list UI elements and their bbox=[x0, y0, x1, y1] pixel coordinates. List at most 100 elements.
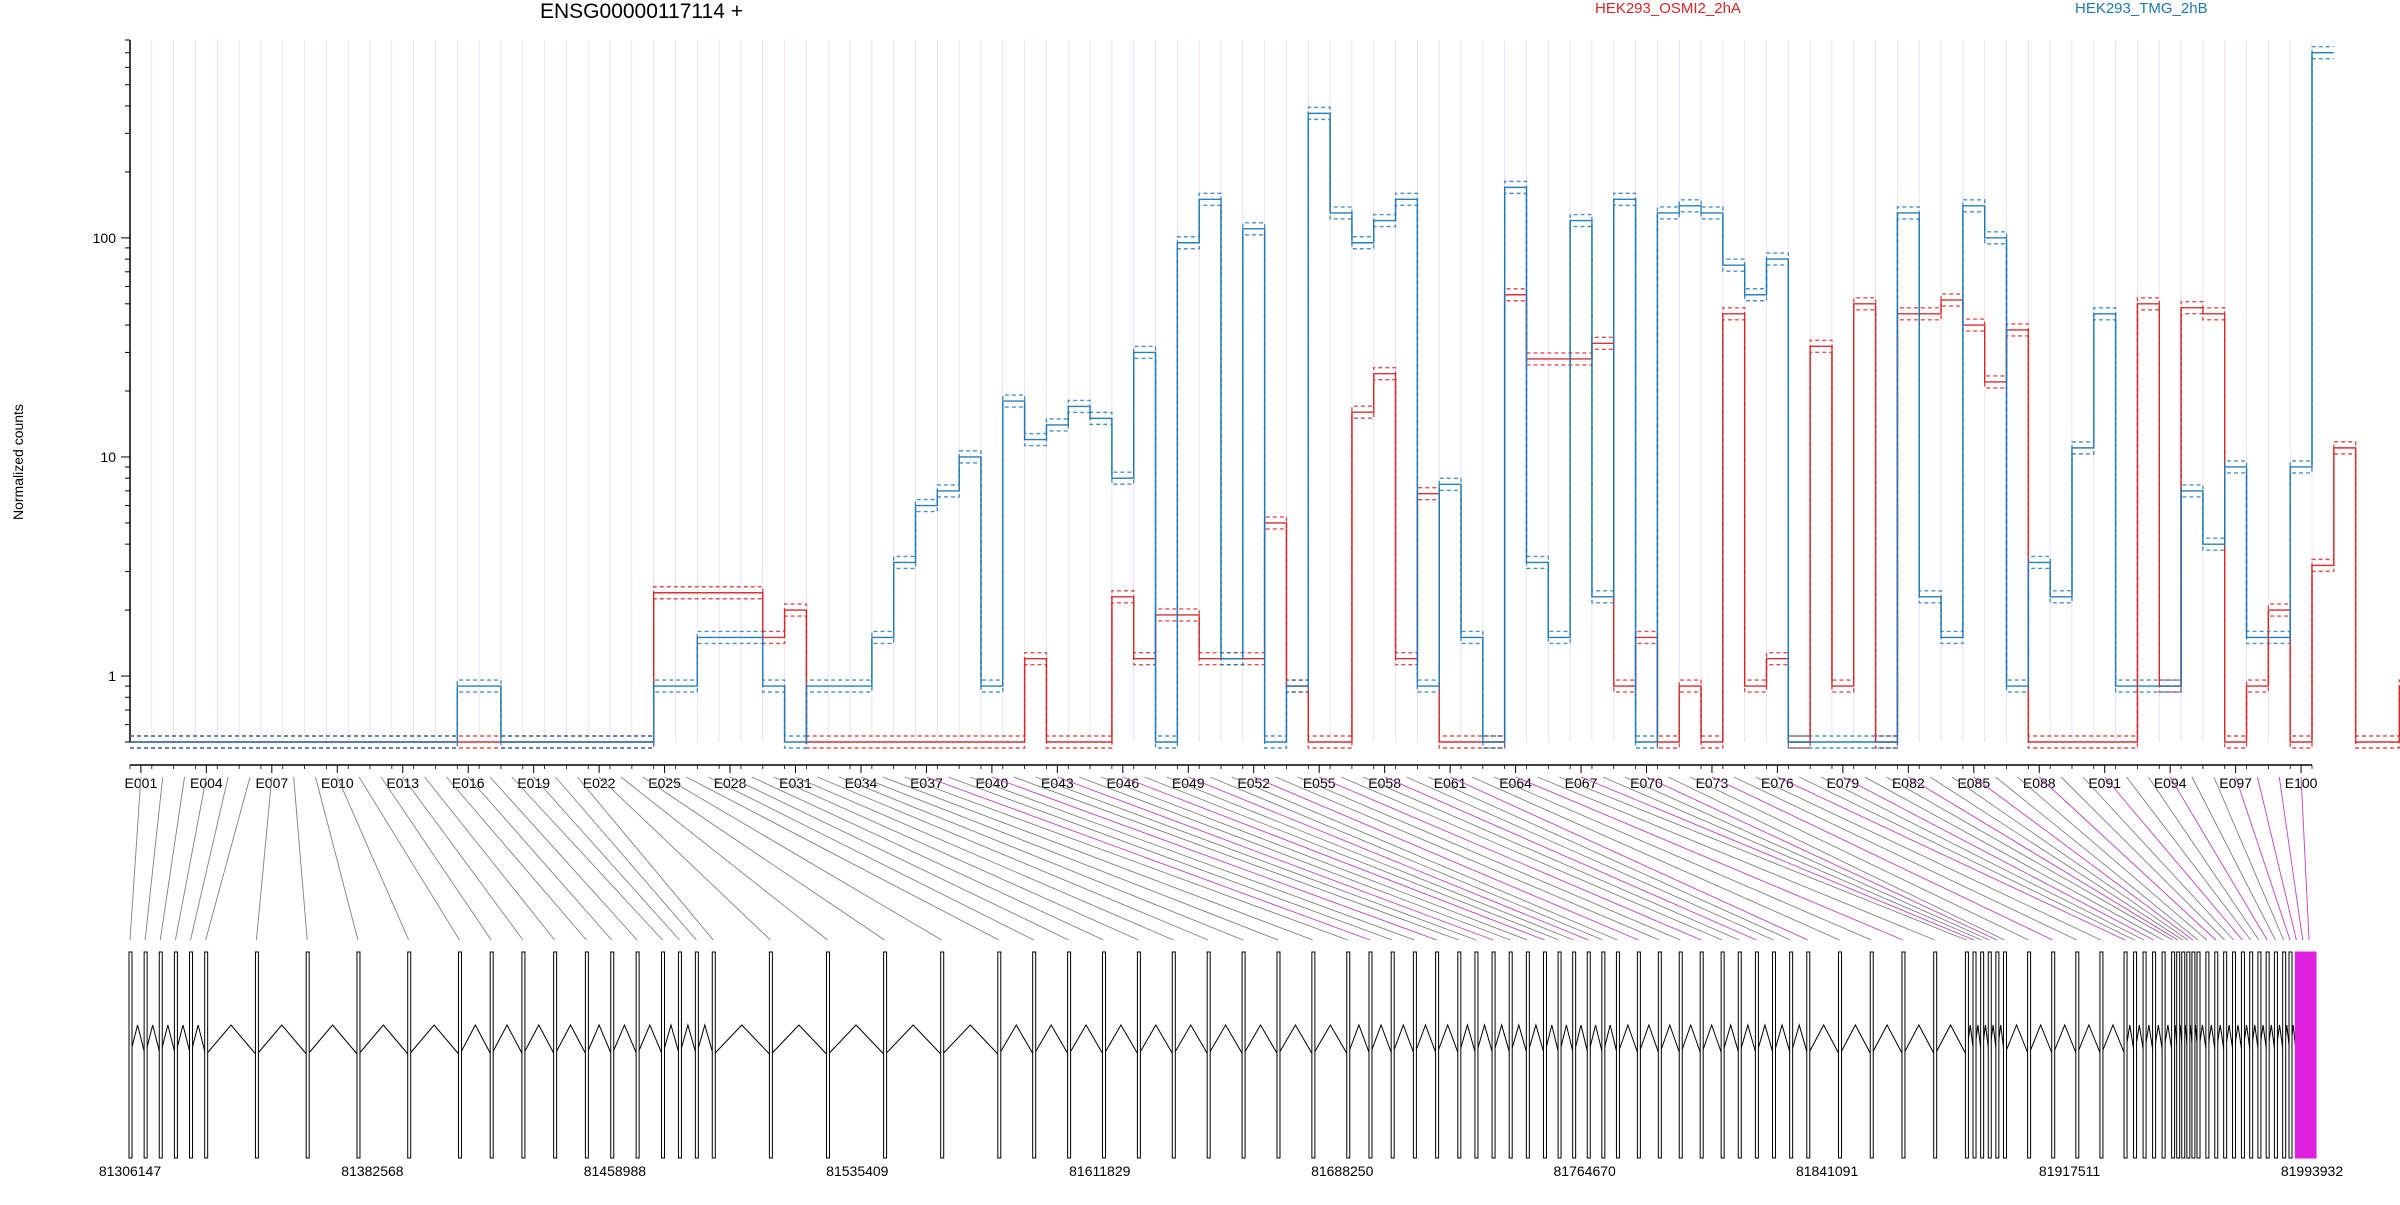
exon-box bbox=[2099, 951, 2104, 1159]
exon-box bbox=[1720, 951, 1725, 1159]
intron-line bbox=[1033, 1024, 1070, 1056]
exon-connector bbox=[1929, 776, 2184, 941]
y-tick-label: 100 bbox=[93, 230, 117, 246]
intron-line bbox=[998, 1024, 1035, 1056]
exon-connector bbox=[1122, 776, 1545, 941]
exon-connector bbox=[1951, 776, 2189, 941]
exon-box bbox=[2075, 951, 2080, 1159]
exon-box bbox=[1754, 951, 1759, 1159]
exon-box bbox=[1474, 951, 1479, 1159]
exon-box bbox=[997, 951, 1002, 1159]
exon-box bbox=[2161, 951, 2166, 1159]
exon-box bbox=[1491, 951, 1496, 1159]
intron-line bbox=[1807, 1023, 1840, 1056]
exon-box bbox=[1171, 951, 1176, 1159]
intron-line bbox=[256, 1024, 308, 1056]
exon-connector bbox=[1079, 776, 1511, 941]
exon-box bbox=[2288, 951, 2293, 1159]
intron-line bbox=[490, 1023, 524, 1056]
intron-line bbox=[1509, 1023, 1528, 1056]
intron-line bbox=[205, 1024, 257, 1056]
exon-box bbox=[1276, 951, 1281, 1159]
genomic-tick-label: 81306147 bbox=[99, 1163, 162, 1179]
intron-line bbox=[941, 1024, 1000, 1056]
intron-line bbox=[1755, 1023, 1775, 1056]
exon-connector bbox=[489, 776, 638, 941]
exon-box bbox=[768, 951, 773, 1159]
intron-line bbox=[884, 1024, 943, 1056]
exon-box bbox=[489, 951, 494, 1159]
intron-line bbox=[678, 1023, 697, 1056]
exon-box bbox=[1933, 951, 1938, 1159]
intron-line bbox=[522, 1023, 556, 1056]
exon-connector bbox=[1886, 776, 2173, 941]
series-layer bbox=[130, 46, 2400, 749]
exon-connector bbox=[1188, 776, 1589, 941]
exon-box bbox=[2307, 951, 2317, 1159]
exon-box bbox=[2265, 951, 2270, 1159]
intron-line bbox=[1369, 1023, 1393, 1056]
exon-box bbox=[1772, 951, 1777, 1159]
exon-box bbox=[407, 951, 412, 1159]
exon-connector bbox=[1711, 776, 2053, 941]
intron-line bbox=[770, 1024, 828, 1056]
exon-connector bbox=[882, 776, 1314, 941]
exon-connector bbox=[1580, 776, 1975, 941]
intron-line bbox=[585, 1023, 613, 1056]
exon-box bbox=[305, 951, 310, 1159]
exon-box bbox=[1311, 951, 1316, 1159]
exon-tick-label: E037 bbox=[910, 775, 943, 791]
exon-box bbox=[2027, 951, 2032, 1159]
exon-connector bbox=[555, 776, 697, 941]
exon-tick-label: E046 bbox=[1106, 775, 1139, 791]
genomic-tick-label: 81611829 bbox=[1069, 1163, 1130, 1179]
exon-connector bbox=[2213, 776, 2285, 941]
exon-connector bbox=[2060, 776, 2225, 941]
exon-box bbox=[189, 951, 194, 1159]
intron-line bbox=[174, 1024, 192, 1056]
exon-connector bbox=[1297, 776, 1681, 941]
exon-connector bbox=[1275, 776, 1660, 941]
exon-box bbox=[173, 951, 178, 1159]
exon-connector bbox=[926, 776, 1371, 941]
genomic-tick-label: 81993932 bbox=[2281, 1163, 2344, 1179]
exon-connector bbox=[1668, 776, 2005, 941]
exon-tick-label: E067 bbox=[1565, 775, 1598, 791]
series-line-HEK293_TMG_2hB-rep2 bbox=[130, 58, 2334, 749]
exon-tick-label: E058 bbox=[1368, 775, 1401, 791]
exon-connector bbox=[511, 776, 663, 941]
intron-line bbox=[712, 1024, 771, 1056]
exon-connector bbox=[1733, 776, 2078, 941]
y-axis-label: Normalized counts bbox=[10, 404, 26, 520]
exon-connector bbox=[1908, 776, 2178, 941]
exon-connector bbox=[1559, 776, 1967, 941]
exon-tick-label: E073 bbox=[1696, 775, 1729, 791]
intron-line bbox=[1103, 1024, 1139, 1056]
intron-line bbox=[159, 1024, 176, 1056]
exon-tick-label: E064 bbox=[1499, 775, 1532, 791]
exon-connector bbox=[664, 776, 942, 941]
exon-box bbox=[661, 951, 666, 1159]
intron-line bbox=[2100, 1023, 2126, 1056]
gene-title: ENSG00000117114 + bbox=[540, 0, 743, 23]
exon-connector bbox=[576, 776, 714, 941]
exon-box bbox=[1964, 951, 1969, 1159]
exon-box bbox=[2123, 951, 2128, 1159]
intron-line bbox=[1347, 1023, 1371, 1056]
exon-tick-label: E040 bbox=[976, 775, 1009, 791]
intron-line bbox=[827, 1024, 885, 1056]
exon-box bbox=[521, 951, 526, 1159]
exon-connector bbox=[1231, 776, 1618, 941]
intron-line bbox=[1172, 1024, 1209, 1056]
intron-line bbox=[2004, 1023, 2030, 1056]
exon-connector bbox=[2191, 776, 2276, 941]
exon-connector bbox=[2082, 776, 2234, 941]
exon-connector bbox=[620, 776, 828, 941]
exon-box bbox=[940, 951, 945, 1159]
exon-tick-label: E055 bbox=[1303, 775, 1336, 791]
exon-tick-label: E049 bbox=[1172, 775, 1205, 791]
exon-box bbox=[711, 951, 716, 1159]
exon-connector bbox=[904, 776, 1348, 941]
exon-connector bbox=[773, 776, 1139, 941]
